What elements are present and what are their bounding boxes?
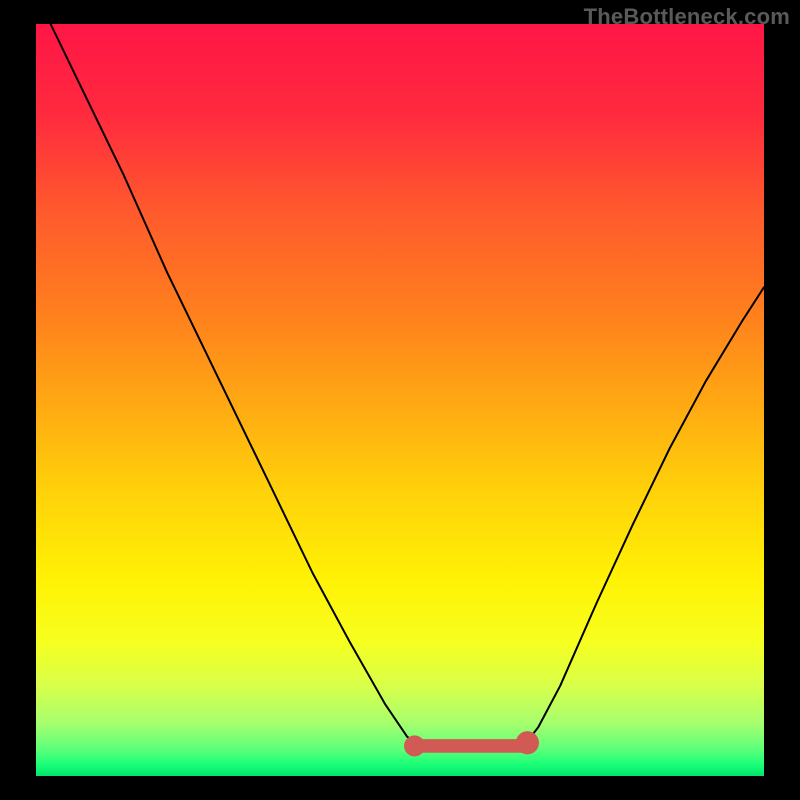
bottleneck-curve-chart [0, 0, 800, 800]
plot-gradient [36, 24, 764, 776]
chart-root: TheBottleneck.com [0, 0, 800, 800]
watermark-text: TheBottleneck.com [584, 4, 790, 30]
